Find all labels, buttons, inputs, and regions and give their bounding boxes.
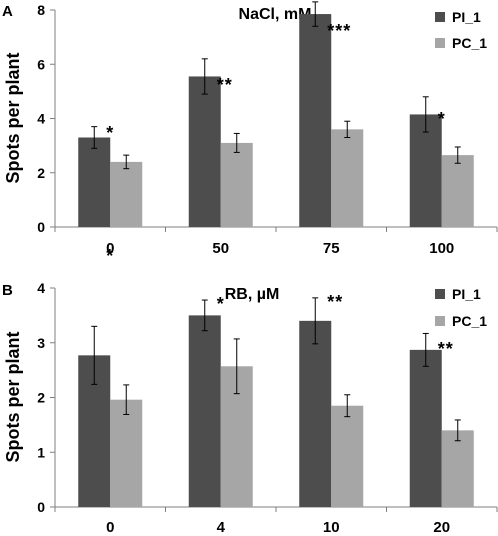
significance-annotation: *: [217, 294, 225, 314]
x-tick-label: 100: [429, 240, 454, 257]
x-tick-label: 75: [323, 240, 340, 257]
x-tick-label: 10: [323, 519, 340, 536]
bar-pc-1: [441, 155, 474, 227]
bar-pc-1: [331, 405, 364, 507]
bar-pi-1: [299, 14, 332, 227]
chart-title: NaCl, mM: [239, 6, 312, 23]
y-tick-label: 2: [37, 390, 45, 406]
panel-label: A: [2, 3, 13, 20]
significance-annotation: *: [438, 109, 446, 129]
x-tick-label: 0: [106, 240, 114, 257]
x-tick-label: 4: [217, 519, 226, 536]
y-tick-label: 0: [37, 499, 45, 515]
bar-pc-1: [220, 142, 253, 227]
y-tick-label: 0: [37, 219, 45, 235]
y-tick-label: 6: [37, 56, 45, 72]
x-tick-label: 20: [433, 519, 450, 536]
legend-swatch: [435, 316, 445, 326]
bar-pi-1: [409, 349, 442, 507]
y-axis-label: Spots per plant: [3, 52, 23, 183]
significance-annotation: **: [438, 339, 454, 359]
significance-annotation: ***: [327, 21, 351, 41]
significance-annotation: *: [106, 246, 114, 266]
y-tick-label: 2: [37, 165, 45, 181]
y-tick-label: 1: [37, 444, 45, 460]
y-axis-label: Spots per plant: [3, 331, 23, 462]
significance-annotation: *: [106, 123, 114, 143]
legend-label: PC_1: [452, 35, 487, 51]
y-tick-label: 4: [37, 111, 45, 127]
bar-pi-1: [409, 114, 442, 227]
bar-pc-1: [331, 129, 364, 227]
bar-pc-1: [441, 430, 474, 507]
y-tick-label: 3: [37, 335, 45, 351]
bar-pc-1: [110, 399, 143, 507]
bar-pc-1: [110, 161, 143, 227]
y-tick-label: 4: [37, 280, 45, 296]
legend-label: PI_1: [452, 286, 481, 302]
legend-label: PI_1: [452, 9, 481, 25]
legend-label: PC_1: [452, 313, 487, 329]
panel-label: B: [2, 282, 13, 299]
bar-pi-1: [188, 315, 221, 507]
x-tick-label: 50: [212, 240, 229, 257]
legend-swatch: [435, 289, 445, 299]
significance-annotation: **: [217, 75, 233, 95]
legend-swatch: [435, 38, 445, 48]
x-tick-label: 0: [106, 519, 114, 536]
y-tick-label: 8: [37, 2, 45, 18]
bar-pi-1: [188, 76, 221, 227]
legend-swatch: [435, 12, 445, 22]
bar-pi-1: [299, 320, 332, 507]
bar-pi-1: [78, 137, 111, 227]
chart-title: RB, µM: [225, 286, 280, 303]
significance-annotation: **: [327, 292, 343, 312]
